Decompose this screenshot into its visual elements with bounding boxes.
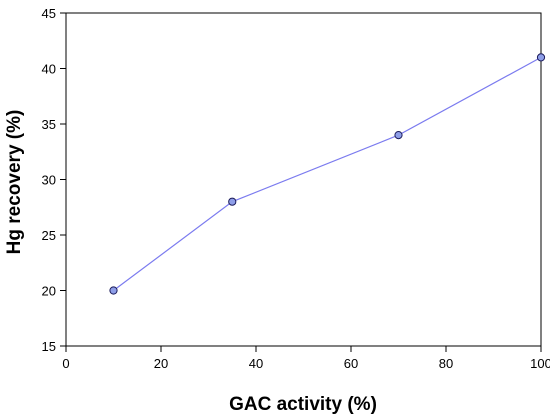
y-axis-title: Hg recovery (%) — [4, 110, 25, 255]
y-tick-label: 15 — [42, 339, 56, 354]
x-tick-label: 0 — [62, 356, 69, 371]
plot-area-border — [65, 12, 542, 347]
series-layer — [109, 53, 546, 295]
y-tick-label: 25 — [42, 228, 56, 243]
x-axis-ticks: 0 20 40 60 80 100 — [62, 346, 550, 371]
data-point — [536, 53, 546, 62]
plot-frame — [65, 12, 542, 347]
x-tick-label: 60 — [344, 356, 358, 371]
x-tick-label: 80 — [439, 356, 453, 371]
data-point — [109, 286, 118, 295]
y-tick-label: 30 — [42, 173, 56, 188]
y-tick-label: 40 — [42, 62, 56, 77]
y-axis-ticks: 15 20 25 30 35 40 45 — [42, 6, 66, 354]
x-tick-label: 100 — [530, 356, 550, 371]
series-line — [113, 56, 542, 291]
data-point — [228, 197, 237, 206]
x-tick-label: 40 — [249, 356, 263, 371]
data-point — [394, 131, 403, 140]
x-tick-label: 20 — [154, 356, 168, 371]
y-tick-label: 20 — [42, 284, 56, 299]
x-axis-title: GAC activity (%) — [229, 394, 377, 415]
y-tick-label: 45 — [42, 6, 56, 21]
y-tick-label: 35 — [42, 117, 56, 132]
